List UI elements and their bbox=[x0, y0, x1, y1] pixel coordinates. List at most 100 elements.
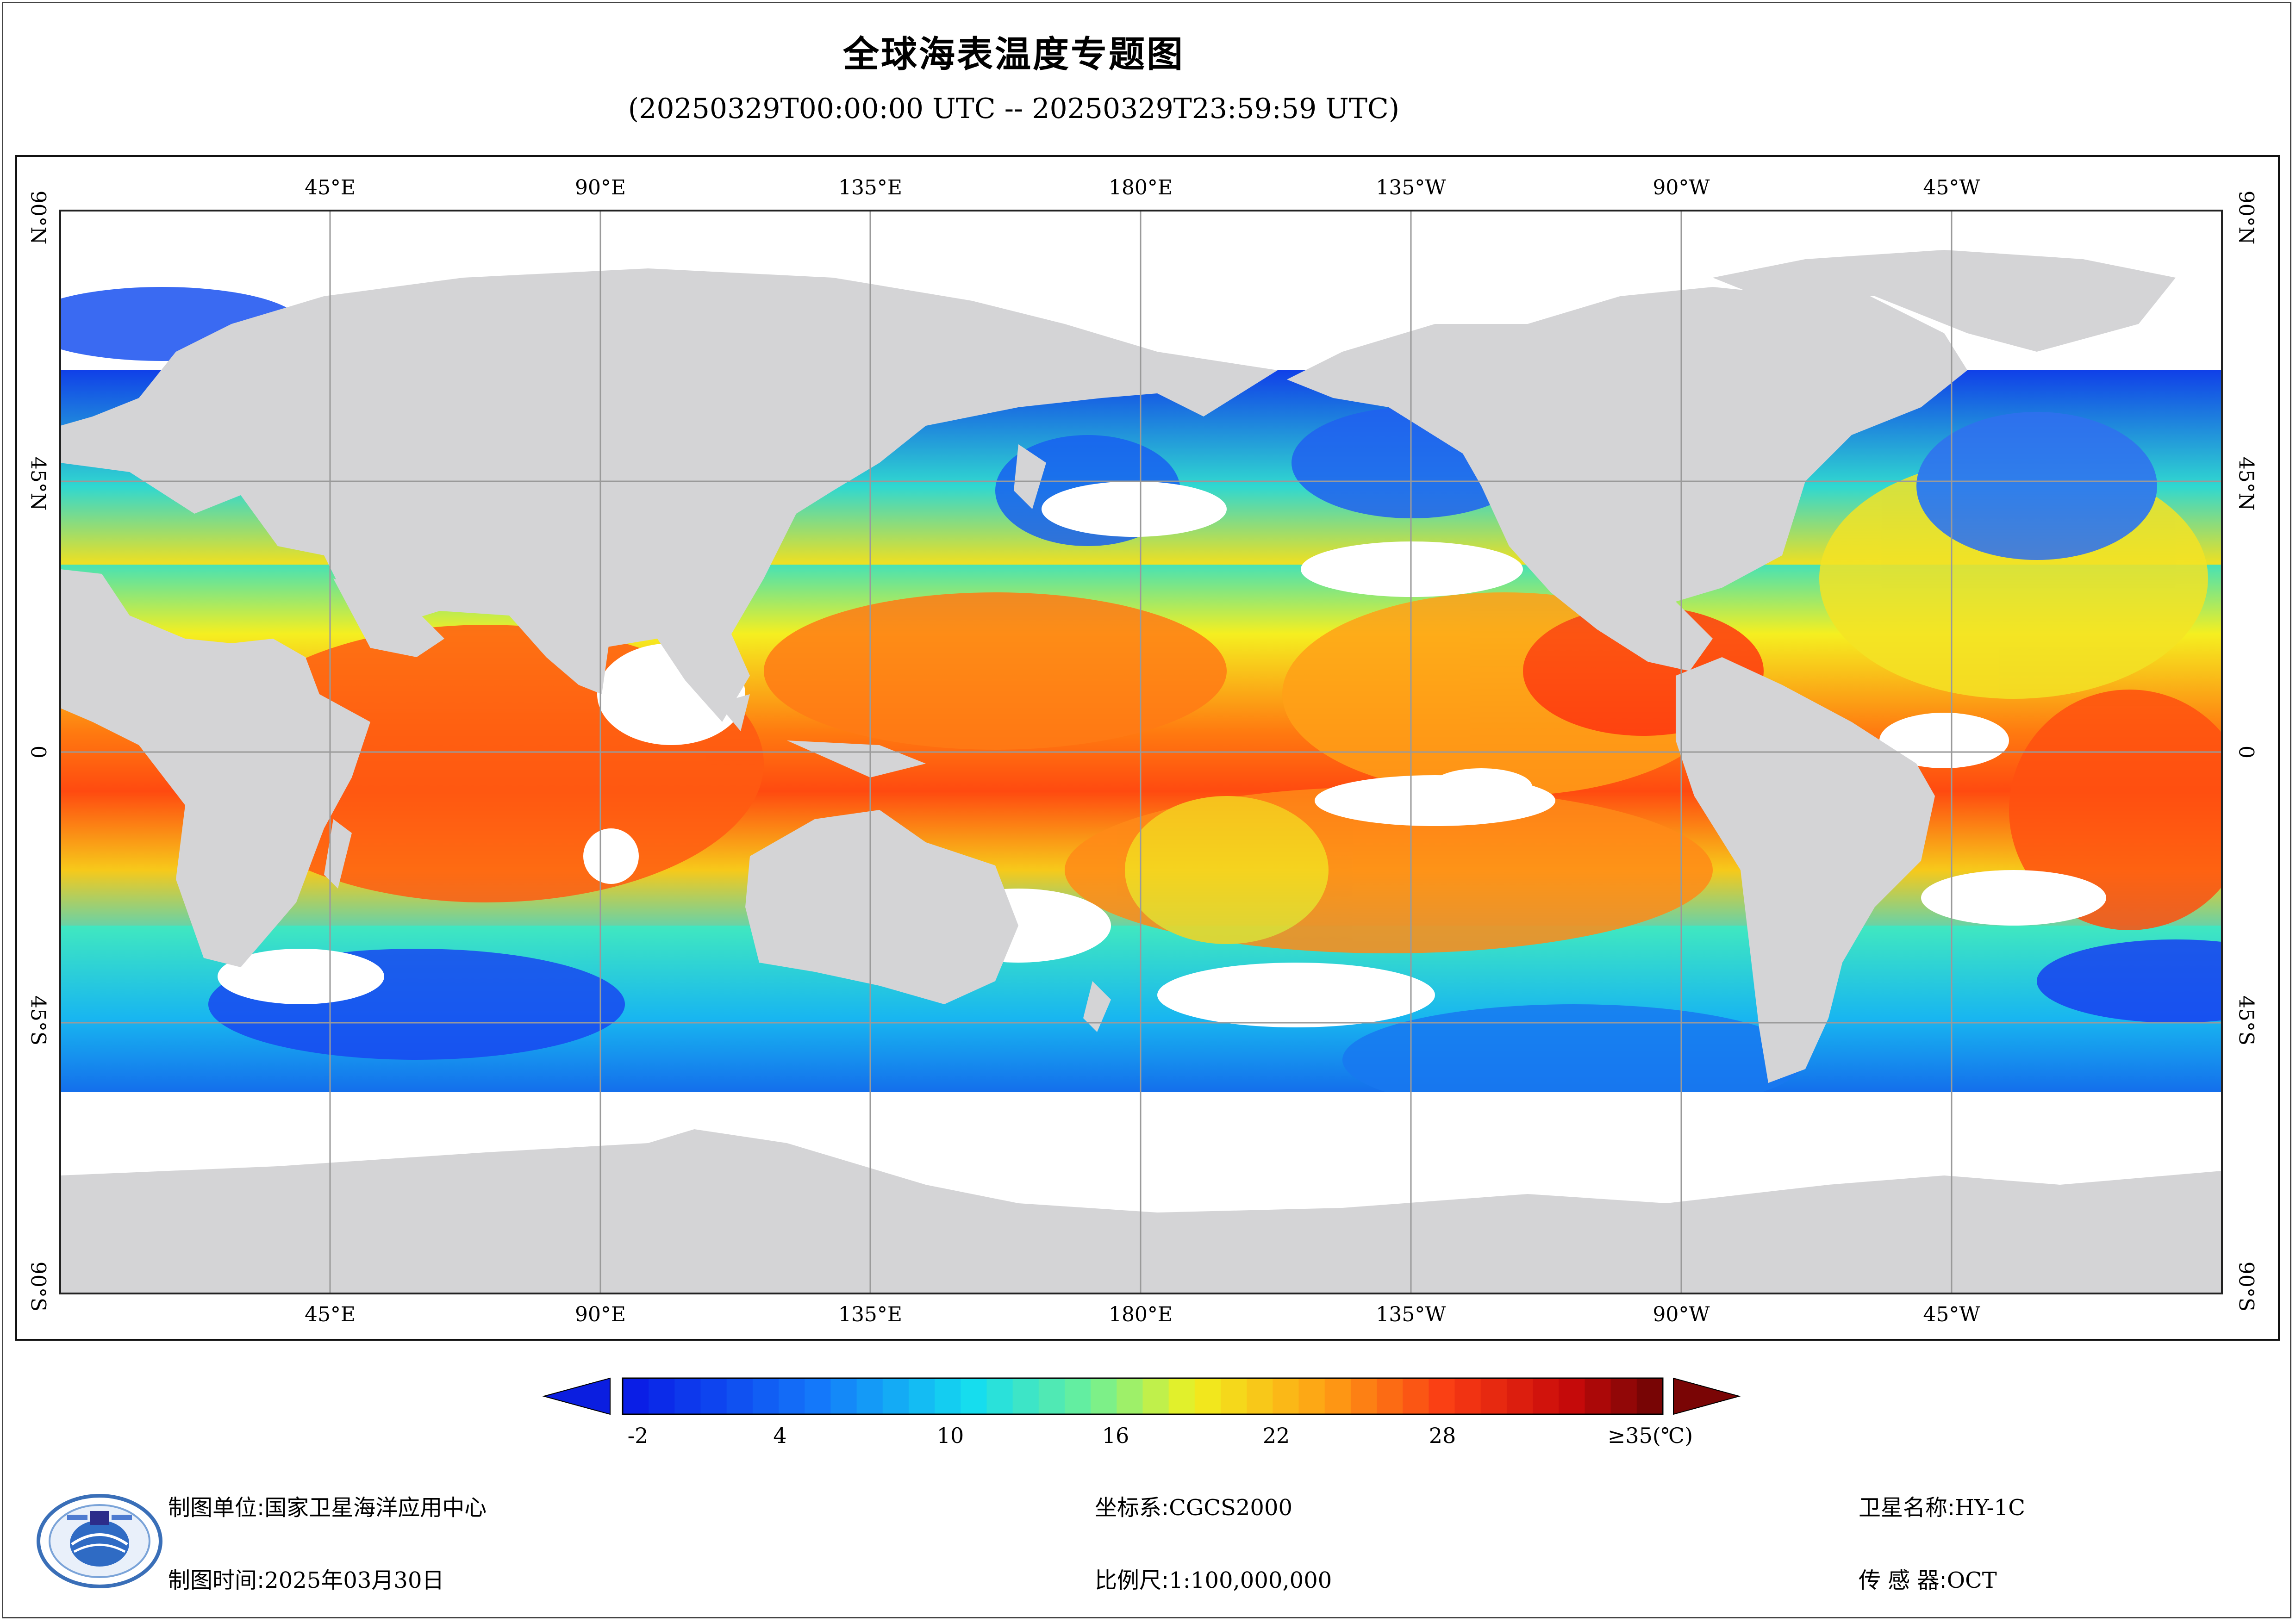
colorbar-cell bbox=[674, 1378, 701, 1414]
colorbar-cell bbox=[1324, 1378, 1351, 1414]
crs-value: CGCS2000 bbox=[1169, 1495, 1293, 1521]
colorbar-cell bbox=[935, 1378, 961, 1414]
crs-label: 坐标系: bbox=[1095, 1495, 1169, 1521]
colorbar-cell bbox=[908, 1378, 935, 1414]
tick-left-90n: 90°N bbox=[26, 190, 50, 245]
tick-top-90e: 90°E bbox=[574, 176, 626, 199]
colorbar-cell bbox=[779, 1378, 805, 1414]
colorbar-label: -2 bbox=[627, 1423, 649, 1448]
colorbar-cell bbox=[649, 1378, 675, 1414]
sensor-field: 传 感 器:OCT bbox=[1859, 1562, 1997, 1594]
colorbar-cell bbox=[1454, 1378, 1481, 1414]
crs-field: 坐标系:CGCS2000 bbox=[1095, 1489, 1292, 1522]
colorbar-cell bbox=[1533, 1378, 1559, 1414]
tick-right-0: 0 bbox=[2234, 746, 2258, 759]
colorbar-label: 10 bbox=[936, 1423, 964, 1448]
colorbar-cell bbox=[1403, 1378, 1429, 1414]
tick-left-90s: 90°S bbox=[26, 1261, 50, 1312]
colorbar-label: ≥35(℃) bbox=[1607, 1423, 1693, 1448]
colorbar-label: 22 bbox=[1262, 1423, 1290, 1448]
nsoas-logo bbox=[37, 1494, 162, 1588]
colorbar-cell bbox=[1585, 1378, 1611, 1414]
tick-right-45n: 45°N bbox=[2234, 456, 2258, 511]
tick-left-45n: 45°N bbox=[26, 456, 50, 511]
tick-top-135e: 135°E bbox=[838, 176, 903, 199]
map-area-border bbox=[59, 210, 2223, 1294]
tick-bottom-135e: 135°E bbox=[838, 1303, 903, 1326]
colorbar-cell bbox=[986, 1378, 1013, 1414]
colorbar-label: 16 bbox=[1102, 1423, 1129, 1448]
colorbar-cell bbox=[1142, 1378, 1169, 1414]
satellite-field: 卫星名称:HY-1C bbox=[1859, 1489, 2025, 1522]
sensor-label: 传 感 器: bbox=[1859, 1567, 1947, 1593]
colorbar-cell bbox=[752, 1378, 779, 1414]
tick-top-90w: 90°W bbox=[1653, 176, 1710, 199]
scale-label: 比例尺: bbox=[1095, 1567, 1169, 1593]
satellite-label: 卫星名称: bbox=[1859, 1495, 1955, 1521]
colorbar-cell bbox=[1117, 1378, 1143, 1414]
map-frame bbox=[15, 155, 2280, 1341]
colorbar-cell bbox=[1350, 1378, 1377, 1414]
tick-top-45e: 45°E bbox=[304, 176, 356, 199]
colorbar-cell bbox=[830, 1378, 857, 1414]
colorbar-cell bbox=[961, 1378, 987, 1414]
colorbar-frame bbox=[622, 1377, 1664, 1415]
colorbar bbox=[542, 1377, 1741, 1415]
colorbar-cell bbox=[1012, 1378, 1039, 1414]
colorbar-cell bbox=[856, 1378, 883, 1414]
colorbar-over-arrow bbox=[1673, 1377, 1741, 1415]
colorbar-cell bbox=[1559, 1378, 1585, 1414]
colorbar-cell bbox=[805, 1378, 831, 1414]
colorbar-cell bbox=[1168, 1378, 1195, 1414]
tick-left-0: 0 bbox=[26, 746, 50, 759]
producer-field: 制图单位:国家卫星海洋应用中心 bbox=[168, 1489, 487, 1522]
tick-left-45s: 45°S bbox=[26, 995, 50, 1046]
tick-bottom-90e: 90°E bbox=[574, 1303, 626, 1326]
tick-bottom-135w: 135°W bbox=[1376, 1303, 1446, 1326]
colorbar-cell bbox=[1091, 1378, 1117, 1414]
tick-bottom-180e: 180°E bbox=[1108, 1303, 1173, 1326]
colorbar-cell bbox=[1377, 1378, 1403, 1414]
colorbar-cell bbox=[1038, 1378, 1065, 1414]
satellite-value: HY-1C bbox=[1955, 1495, 2025, 1521]
tick-top-135w: 135°W bbox=[1376, 176, 1446, 199]
production-time-field: 制图时间:2025年03月30日 bbox=[168, 1562, 444, 1594]
colorbar-cell bbox=[1636, 1378, 1663, 1414]
colorbar-label: 28 bbox=[1429, 1423, 1456, 1448]
colorbar-cell bbox=[726, 1378, 753, 1414]
colorbar-cell bbox=[1064, 1378, 1091, 1414]
colorbar-cell bbox=[1429, 1378, 1455, 1414]
production-time-value: 2025年03月30日 bbox=[264, 1567, 444, 1593]
scale-field: 比例尺:1:100,000,000 bbox=[1095, 1562, 1332, 1594]
tick-bottom-45w: 45°W bbox=[1923, 1303, 1980, 1326]
graticule bbox=[60, 211, 2222, 1293]
tick-top-180e: 180°E bbox=[1108, 176, 1173, 199]
colorbar-cell bbox=[882, 1378, 909, 1414]
colorbar-cell bbox=[700, 1378, 727, 1414]
colorbar-cell bbox=[1506, 1378, 1533, 1414]
tick-bottom-45e: 45°E bbox=[304, 1303, 356, 1326]
colorbar-cell bbox=[1221, 1378, 1247, 1414]
tick-right-90n: 90°N bbox=[2234, 190, 2258, 245]
colorbar-cell bbox=[623, 1378, 649, 1414]
colorbar-cell bbox=[1610, 1378, 1637, 1414]
colorbar-label: 4 bbox=[773, 1423, 787, 1448]
tick-right-45s: 45°S bbox=[2234, 995, 2258, 1046]
page-title: 全球海表温度专题图 bbox=[842, 34, 1185, 75]
colorbar-cell bbox=[1194, 1378, 1221, 1414]
colorbar-under-arrow bbox=[542, 1377, 611, 1415]
colorbar-cell bbox=[1298, 1378, 1325, 1414]
sensor-value: OCT bbox=[1947, 1567, 1997, 1593]
colorbar-cell bbox=[1273, 1378, 1299, 1414]
tick-top-45w: 45°W bbox=[1923, 176, 1980, 199]
producer-value: 国家卫星海洋应用中心 bbox=[264, 1495, 487, 1521]
colorbar-cell bbox=[1480, 1378, 1507, 1414]
time-range-subtitle: (20250329T00:00:00 UTC -- 20250329T23:59… bbox=[628, 93, 1400, 125]
colorbar-cell bbox=[1247, 1378, 1273, 1414]
producer-label: 制图单位: bbox=[168, 1495, 265, 1521]
production-time-label: 制图时间: bbox=[168, 1567, 265, 1593]
tick-bottom-90w: 90°W bbox=[1653, 1303, 1710, 1326]
scale-value: 1:100,000,000 bbox=[1169, 1567, 1332, 1593]
